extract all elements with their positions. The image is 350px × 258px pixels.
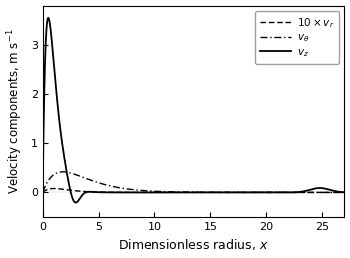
$v_{\theta}$ (266, 191, 270, 194)
$v_z$ (266, 191, 270, 194)
$10 \times v_r$ (41, 191, 45, 194)
$v_z$ (222, 191, 226, 194)
$v_z$ (342, 191, 346, 194)
X-axis label: Dimensionless radius, $x$: Dimensionless radius, $x$ (118, 237, 269, 252)
$10 \times v_r$ (222, 191, 226, 194)
$v_{\theta}$ (342, 191, 346, 194)
$v_z$ (237, 191, 241, 194)
$v_z$ (41, 191, 45, 194)
$v_{\theta}$ (237, 191, 241, 194)
$v_{\theta}$ (289, 191, 293, 194)
$v_{\theta}$ (222, 191, 226, 194)
$10 \times v_r$ (96, 190, 100, 194)
Legend: $10 \times v_r$, $v_{\theta}$, $v_z$: $10 \times v_r$, $v_{\theta}$, $v_z$ (255, 11, 339, 64)
$10 \times v_r$ (266, 191, 270, 194)
Line: $v_z$: $v_z$ (43, 18, 344, 203)
Y-axis label: Velocity components, m s$^{-1}$: Velocity components, m s$^{-1}$ (6, 28, 25, 194)
Line: $v_{\theta}$: $v_{\theta}$ (43, 172, 344, 192)
$10 \times v_r$ (52, 187, 56, 190)
$10 \times v_r$ (156, 191, 160, 194)
$v_z$ (289, 191, 293, 194)
$10 \times v_r$ (289, 191, 293, 194)
$v_{\theta}$ (61, 170, 65, 173)
$v_{\theta}$ (96, 181, 100, 184)
$v_z$ (156, 191, 160, 194)
$v_{\theta}$ (156, 190, 160, 193)
$10 \times v_r$ (342, 191, 346, 194)
$v_z$ (46, 16, 50, 19)
Line: $10 \times v_r$: $10 \times v_r$ (43, 189, 344, 192)
$v_z$ (96, 191, 100, 194)
$10 \times v_r$ (237, 191, 241, 194)
$v_{\theta}$ (41, 191, 45, 194)
$v_z$ (74, 201, 78, 204)
